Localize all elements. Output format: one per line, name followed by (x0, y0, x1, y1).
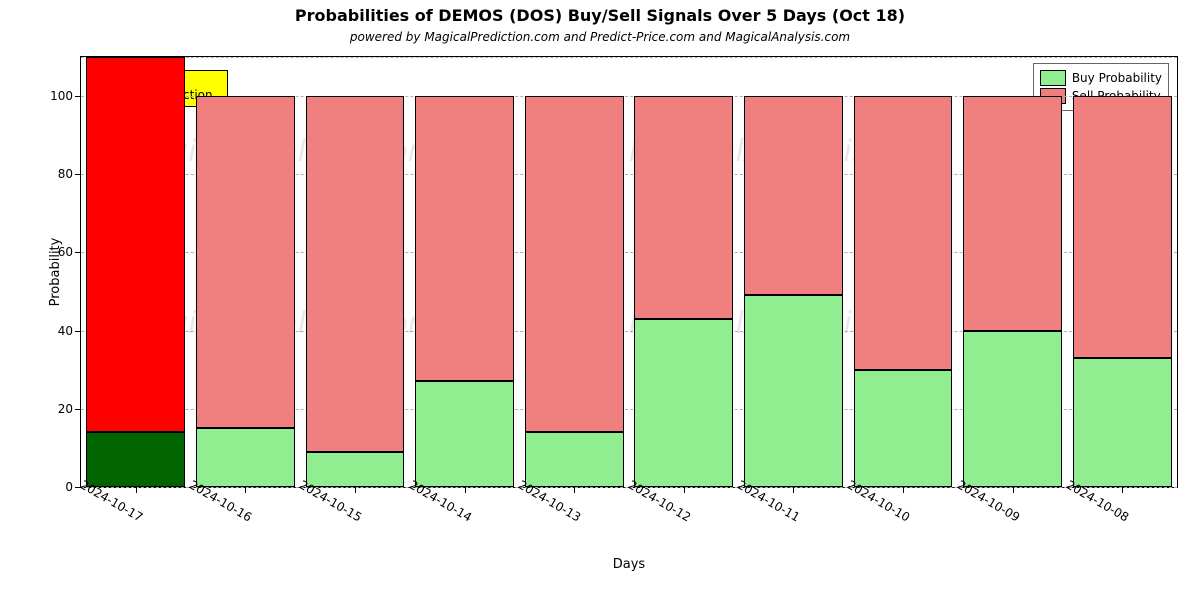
sell-bar (854, 96, 953, 370)
y-tick-label: 100 (33, 89, 73, 103)
sell-bar (1073, 96, 1172, 358)
buy-bar (1073, 358, 1172, 487)
y-tick-mark (75, 331, 81, 332)
buy-bar (415, 381, 514, 487)
x-tick-mark (574, 487, 575, 493)
y-tick-mark (75, 174, 81, 175)
sell-bar (196, 96, 295, 428)
chart-container: Probabilities of DEMOS (DOS) Buy/Sell Si… (0, 0, 1200, 600)
sell-bar (86, 57, 185, 432)
y-tick-label: 60 (33, 245, 73, 259)
bar-group (634, 57, 733, 487)
bar-group (415, 57, 514, 487)
bar-group (306, 57, 405, 487)
y-tick-label: 0 (33, 480, 73, 494)
y-tick-label: 40 (33, 324, 73, 338)
sell-bar (744, 96, 843, 295)
x-tick-mark (355, 487, 356, 493)
buy-bar (196, 428, 295, 487)
x-tick-mark (245, 487, 246, 493)
sell-bar (525, 96, 624, 432)
buy-bar (854, 370, 953, 487)
x-tick-mark (1122, 487, 1123, 493)
y-tick-mark (75, 96, 81, 97)
x-tick-mark (903, 487, 904, 493)
bar-group (196, 57, 295, 487)
buy-bar (744, 295, 843, 487)
sell-bar (634, 96, 733, 319)
y-tick-label: 80 (33, 167, 73, 181)
x-tick-mark (1013, 487, 1014, 493)
y-tick-mark (75, 252, 81, 253)
bar-group (963, 57, 1062, 487)
sell-bar (963, 96, 1062, 331)
buy-bar (306, 452, 405, 487)
buy-bar (963, 331, 1062, 487)
buy-bar (525, 432, 624, 487)
bar-group (86, 57, 185, 487)
buy-bar (86, 432, 185, 487)
bar-group (525, 57, 624, 487)
chart-title: Probabilities of DEMOS (DOS) Buy/Sell Si… (0, 6, 1200, 25)
x-tick-mark (465, 487, 466, 493)
sell-bar (415, 96, 514, 381)
bar-group (1073, 57, 1172, 487)
y-tick-label: 20 (33, 402, 73, 416)
buy-bar (634, 319, 733, 487)
bar-group (854, 57, 953, 487)
y-tick-mark (75, 409, 81, 410)
x-tick-mark (136, 487, 137, 493)
x-axis-label: Days (81, 557, 1177, 572)
x-tick-mark (793, 487, 794, 493)
plot-area: Probability Days Buy ProbabilitySell Pro… (80, 56, 1178, 488)
sell-bar (306, 96, 405, 452)
bar-group (744, 57, 843, 487)
x-tick-mark (684, 487, 685, 493)
chart-subtitle: powered by MagicalPrediction.com and Pre… (0, 30, 1200, 44)
